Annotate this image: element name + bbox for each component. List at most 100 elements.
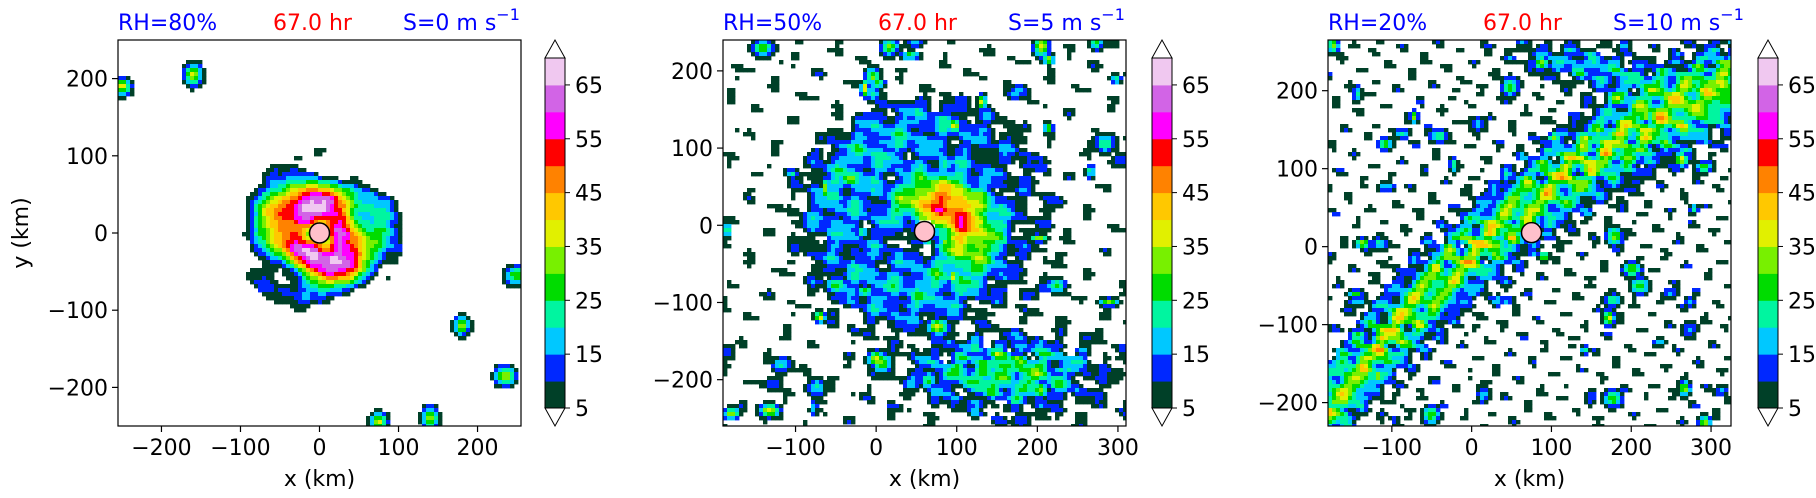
colorbar-segment <box>1152 192 1172 221</box>
reflectivity-field <box>1328 40 1731 426</box>
colorbar: 5 15 25 35 45 55 65 <box>1757 38 1816 428</box>
colorbar-segment <box>1758 246 1778 274</box>
colorbar-extend-high <box>1757 38 1779 59</box>
y-tick-label: 200 <box>671 60 713 85</box>
colorbar-tick-label: 55 <box>575 128 603 153</box>
x-tick-label: 300 <box>1097 436 1139 461</box>
colorbar-segment <box>1152 111 1172 140</box>
colorbar-tick-label: 35 <box>575 235 603 260</box>
x-tick-label: 200 <box>1610 436 1652 461</box>
y-tick-label: 0 <box>94 222 108 247</box>
colorbar-tick-label: 55 <box>1182 128 1210 153</box>
x-tick-label: −100 <box>1362 436 1422 461</box>
colorbar-segment <box>1758 300 1778 328</box>
colorbar-tick-label: 65 <box>1182 74 1210 99</box>
colorbar-segment <box>1758 138 1778 167</box>
x-axis-label: x (km) <box>889 467 960 492</box>
y-tick-label: 200 <box>1276 80 1318 105</box>
axes-frame <box>722 39 1127 427</box>
x-tick-label: −100 <box>765 436 825 461</box>
colorbar-segment <box>1758 273 1778 301</box>
colorbar-segment <box>1758 192 1778 221</box>
axes-frame <box>1327 39 1732 427</box>
colorbar-segment <box>1152 354 1172 382</box>
colorbar-tick-label: 35 <box>1788 235 1816 260</box>
y-tick-label: 100 <box>66 145 108 170</box>
rh-label: RH=50% <box>723 11 822 36</box>
colorbar-segment <box>1758 165 1778 194</box>
reflectivity-field <box>118 60 521 426</box>
x-tick-label: 100 <box>378 436 420 461</box>
colorbar-segment <box>545 111 565 140</box>
colorbar-tick-label: 5 <box>575 397 589 422</box>
colorbar-tick-label: 55 <box>1788 128 1816 153</box>
colorbar: 5 15 25 35 45 55 65 <box>1151 38 1210 428</box>
colorbar-segment <box>1152 300 1172 328</box>
colorbar-segment <box>545 165 565 194</box>
y-tick-label: 100 <box>1276 158 1318 183</box>
x-tick-label: 0 <box>1465 436 1479 461</box>
colorbar-tick-label: 25 <box>575 289 603 314</box>
colorbar-segment <box>1152 58 1172 86</box>
colorbar-segment <box>1152 381 1172 409</box>
panel-2: −100 0 100 200 300 −200 −100 0 100 200 x (km) RH=50… <box>653 5 1210 492</box>
x-tick-label: 100 <box>1530 436 1572 461</box>
colorbar-tick-label: 5 <box>1788 397 1802 422</box>
colorbar-tick-label: 15 <box>575 343 603 368</box>
reflectivity-field <box>723 40 1126 426</box>
colorbar-segment <box>545 58 565 86</box>
colorbar-extend-low <box>1151 407 1173 428</box>
colorbar-extend-high <box>1151 38 1173 59</box>
colorbar-segment <box>1152 165 1172 194</box>
y-axis-label: y (km) <box>9 197 34 268</box>
shear-label: S=10 m s−1 <box>1613 5 1744 36</box>
panel-1: −200 −100 0 100 200 −200 −100 0 100 200 x (km) y (k… <box>9 5 603 492</box>
colorbar-segment <box>1152 327 1172 355</box>
y-tick-label: −100 <box>653 291 713 316</box>
colorbar-segment <box>545 381 565 409</box>
colorbar-segment <box>1758 219 1778 247</box>
colorbar-segment <box>1758 381 1778 409</box>
x-tick-label: 0 <box>313 436 327 461</box>
y-tick-label: −100 <box>1258 314 1318 339</box>
colorbar-extend-low <box>544 407 566 428</box>
colorbar-tick-label: 15 <box>1788 343 1816 368</box>
colorbar-segment <box>545 192 565 221</box>
colorbar-segment <box>1758 58 1778 86</box>
y-tick-label: −100 <box>48 299 108 324</box>
y-tick-label: 0 <box>1304 236 1318 261</box>
colorbar-tick-label: 25 <box>1788 289 1816 314</box>
storm-center-marker <box>308 222 331 244</box>
colorbar-segment <box>545 273 565 301</box>
x-axis-label: x (km) <box>284 467 355 492</box>
panel-3: −100 0 100 200 300 −200 −100 0 100 200 x (km) RH=20… <box>1258 5 1816 492</box>
colorbar-extend-low <box>1757 407 1779 428</box>
colorbar-tick-label: 65 <box>1788 74 1816 99</box>
colorbar-segment <box>1152 219 1172 247</box>
y-tick-label: 200 <box>66 68 108 93</box>
colorbar-segment <box>1152 246 1172 274</box>
y-tick-label: 0 <box>699 214 713 239</box>
colorbar-segment <box>545 300 565 328</box>
colorbar-segment <box>545 354 565 382</box>
colorbar-tick-label: 45 <box>1182 182 1210 207</box>
y-tick-label: −200 <box>653 369 713 394</box>
y-tick-label: −200 <box>1258 392 1318 417</box>
colorbar-tick-label: 45 <box>575 182 603 207</box>
colorbar-tick-label: 15 <box>1182 343 1210 368</box>
colorbar-tick-label: 25 <box>1182 289 1210 314</box>
x-tick-label: 0 <box>869 436 883 461</box>
colorbar-tick-label: 65 <box>575 74 603 99</box>
x-tick-label: −200 <box>131 436 191 461</box>
x-tick-label: 300 <box>1690 436 1732 461</box>
colorbar-segment <box>1758 111 1778 140</box>
colorbar-segment <box>1152 138 1172 167</box>
rh-label: RH=80% <box>118 11 217 36</box>
colorbar-tick-label: 45 <box>1788 182 1816 207</box>
colorbar-segment <box>545 327 565 355</box>
colorbar: 5 15 25 35 45 55 65 <box>544 38 603 428</box>
colorbar-tick-label: 35 <box>1182 235 1210 260</box>
colorbar-segment <box>1758 84 1778 113</box>
y-tick-label: −200 <box>48 376 108 401</box>
